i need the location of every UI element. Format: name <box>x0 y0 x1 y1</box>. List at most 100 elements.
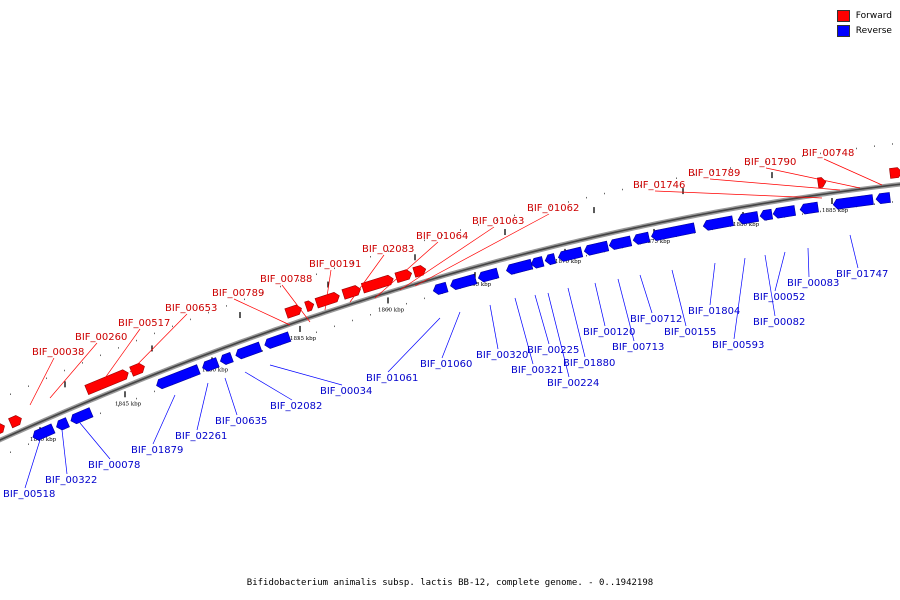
grid-dot <box>100 412 101 415</box>
grid-dot <box>478 282 479 284</box>
reverse-gene-block <box>632 231 651 245</box>
reverse-leader-line <box>594 282 606 327</box>
forward-gene-label: BIF_01062 <box>527 203 579 214</box>
reverse-gene-block <box>608 235 633 250</box>
forward-gene-label: BIF_01064 <box>416 231 468 242</box>
forward-gene-block <box>314 291 340 309</box>
reverse-gene-arrow <box>772 205 796 219</box>
reverse-gene-block <box>875 192 891 204</box>
forward-gene-block <box>304 300 315 312</box>
grid-dot <box>550 205 551 208</box>
grid-dot <box>334 267 335 270</box>
reverse-gene-label: BIF_00322 <box>45 475 97 486</box>
grid-dot <box>46 377 47 380</box>
reverse-leader-line <box>224 377 238 416</box>
reverse-leader-line <box>79 422 111 460</box>
reverse-gene-label: BIF_00321 <box>511 365 563 376</box>
grid-dot <box>532 210 533 212</box>
tick-label: 1870 kbp <box>555 259 582 265</box>
grid-dot <box>892 201 893 203</box>
forward-leader-line <box>823 158 883 186</box>
forward-gene-label: BIF_00517 <box>118 318 170 329</box>
forward-gene-arrow <box>304 300 315 312</box>
forward-gene-label: BIF_01790 <box>744 157 796 168</box>
grid-dot <box>298 337 299 340</box>
forward-gene-arrow <box>412 265 427 278</box>
reverse-gene-block <box>651 222 696 241</box>
forward-gene-block <box>341 285 361 300</box>
tick-label: 1880 kbp <box>733 222 760 228</box>
legend-forward: Forward <box>836 8 892 23</box>
forward-leader-line <box>129 313 188 373</box>
reverse-legend-label: Reverse <box>855 25 892 36</box>
reverse-gene-block <box>737 211 760 225</box>
forward-leader-line <box>709 178 841 191</box>
grid-dot <box>874 145 875 147</box>
forward-leader-line <box>233 298 291 326</box>
grid-dot <box>586 254 587 257</box>
reverse-gene-arrow <box>759 208 774 221</box>
reverse-leader-line <box>387 317 441 373</box>
grid-dot <box>262 292 263 294</box>
forward-gene-arrow <box>314 291 340 309</box>
reverse-gene-block <box>32 423 56 441</box>
forward-leader-line <box>374 241 439 299</box>
forward-gene-block <box>816 177 827 189</box>
forward-gene-label: BIF_00038 <box>32 347 84 358</box>
tick-label: 1885 kbp <box>822 208 849 214</box>
reverse-gene-block <box>759 208 774 221</box>
reverse-leader-line <box>849 234 859 269</box>
grid-dot <box>352 261 353 264</box>
reverse-gene-label: BIF_00713 <box>612 342 664 353</box>
grid-dot <box>478 224 479 226</box>
forward-gene-label: BIF_01063 <box>472 216 524 227</box>
forward-leader-line <box>399 226 495 291</box>
forward-gene-block <box>0 422 5 436</box>
reverse-gene-arrow <box>450 273 478 290</box>
reverse-leader-line <box>196 382 209 431</box>
grid-dot <box>28 443 29 445</box>
forward-gene-block <box>394 269 413 284</box>
grid-dot <box>802 213 803 215</box>
forward-leader-line <box>99 328 141 386</box>
grid-dot <box>352 319 353 322</box>
reverse-gene-block <box>235 341 263 360</box>
reverse-leader-line <box>774 251 786 292</box>
reverse-leader-line <box>244 371 293 401</box>
reverse-gene-arrow <box>608 235 633 250</box>
grid-dot <box>856 147 857 150</box>
reverse-gene-label: BIF_01060 <box>420 359 472 370</box>
tick-label: 1845 kbp <box>115 401 142 407</box>
reverse-leader-line <box>269 364 343 386</box>
reverse-gene-arrow <box>632 231 651 245</box>
reverse-gene-label: BIF_00593 <box>712 340 764 351</box>
forward-swatch <box>836 9 850 22</box>
reverse-gene-label: BIF_00155 <box>664 327 716 338</box>
reverse-gene-block <box>264 331 292 349</box>
forward-gene-block <box>129 362 145 377</box>
grid-dot <box>370 314 371 316</box>
forward-gene-label: BIF_02083 <box>362 244 414 255</box>
grid-dot <box>820 210 821 213</box>
reverse-gene-arrow <box>32 423 56 441</box>
reverse-gene-block <box>557 246 584 262</box>
tick-label: 1865 kbp <box>465 282 492 288</box>
forward-gene-block <box>412 265 427 278</box>
grid-dot <box>136 339 137 342</box>
reverse-gene-arrow <box>651 222 696 241</box>
grid-dot <box>640 184 641 187</box>
reverse-gene-block <box>530 256 545 269</box>
forward-leader-line <box>414 213 550 287</box>
reverse-leader-line <box>639 274 653 314</box>
reverse-gene-label: BIF_00120 <box>583 327 635 338</box>
grid-dot <box>622 188 623 191</box>
legend: Forward Reverse <box>836 8 892 38</box>
tick-label: 1840 kbp <box>30 437 57 443</box>
grid-dot <box>604 192 605 195</box>
reverse-gene-arrow <box>875 192 891 204</box>
reverse-gene-arrow <box>506 258 534 275</box>
forward-gene-arrow <box>816 177 827 189</box>
reverse-gene-arrow <box>56 417 70 431</box>
grid-dot <box>172 325 173 328</box>
